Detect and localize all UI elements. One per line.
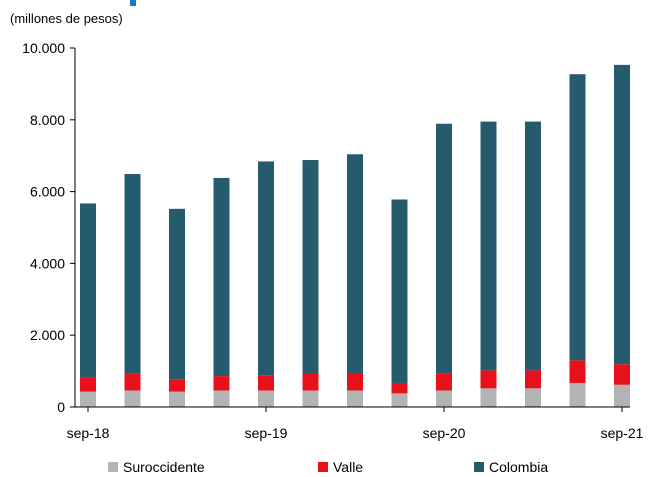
- bar-segment-valle: [525, 370, 541, 389]
- bar-segment-valle: [80, 377, 96, 392]
- bar-segment-suroccidente: [80, 391, 96, 407]
- y-tick-label: 2.000: [30, 327, 65, 343]
- legend-swatch-suroccidente: [108, 462, 118, 472]
- legend-label-colombia: Colombia: [489, 459, 548, 475]
- bars: [80, 64, 630, 407]
- y-tick-label: 8.000: [30, 112, 65, 128]
- bar-segment-colombia: [347, 154, 363, 374]
- bar-segment-colombia: [124, 174, 141, 374]
- title-fragment: [130, 0, 136, 6]
- legend-label-suroccidente: Suroccidente: [123, 459, 205, 475]
- bar-segment-valle: [124, 373, 141, 391]
- bar-segment-valle: [436, 373, 452, 391]
- x-tick-label: sep-20: [423, 425, 466, 441]
- bar-segment-valle: [347, 373, 363, 391]
- bar-segment-colombia: [391, 199, 408, 383]
- x-tick-label: sep-21: [601, 425, 644, 441]
- bar-segment-suroccidente: [480, 388, 497, 407]
- bar-segment-valle: [391, 382, 408, 394]
- y-tick-label: 4.000: [30, 255, 65, 271]
- bar-segment-suroccidente: [169, 391, 185, 407]
- bar-segment-valle: [480, 370, 497, 389]
- x-tick-label: sep-19: [245, 425, 288, 441]
- bar-segment-suroccidente: [436, 390, 452, 407]
- bar-segment-suroccidente: [302, 390, 319, 407]
- bar-segment-colombia: [525, 121, 541, 371]
- bar-segment-valle: [258, 375, 274, 391]
- bar-segment-colombia: [436, 123, 452, 374]
- bar-segment-colombia: [302, 160, 319, 374]
- bar-segment-colombia: [258, 161, 274, 376]
- bar-segment-valle: [213, 376, 230, 391]
- bar-segment-colombia: [169, 208, 185, 380]
- bar-segment-valle: [302, 373, 319, 391]
- bar-segment-colombia: [569, 74, 586, 361]
- bar-segment-suroccidente: [391, 393, 408, 407]
- bar-segment-colombia: [614, 64, 630, 365]
- bar-segment-suroccidente: [614, 384, 630, 407]
- unit-label: (millones de pesos): [10, 11, 123, 26]
- y-tick-label: 10.000: [22, 40, 65, 56]
- bar-segment-suroccidente: [347, 390, 363, 407]
- legend-label-valle: Valle: [333, 459, 363, 475]
- bar-segment-suroccidente: [213, 390, 230, 407]
- bar-segment-suroccidente: [258, 390, 274, 407]
- bar-segment-suroccidente: [525, 388, 541, 407]
- bar-segment-valle: [169, 379, 185, 392]
- bar-segment-valle: [614, 364, 630, 385]
- legend: Suroccidente Valle Colombia: [108, 459, 548, 475]
- y-tick-label: 0: [57, 399, 65, 415]
- bar-segment-suroccidente: [124, 390, 141, 407]
- x-tick-label: sep-18: [67, 425, 110, 441]
- bar-segment-colombia: [80, 203, 96, 378]
- legend-swatch-valle: [318, 462, 328, 472]
- legend-swatch-colombia: [474, 462, 484, 472]
- bar-segment-valle: [569, 360, 586, 383]
- y-axis: 0 2.000 4.000 6.000 8.000 10.000: [22, 40, 76, 415]
- bar-segment-suroccidente: [569, 382, 586, 407]
- bar-segment-colombia: [213, 177, 230, 377]
- bar-segment-colombia: [480, 121, 497, 371]
- x-axis: sep-18 sep-19 sep-20 sep-21: [67, 406, 644, 441]
- y-tick-label: 6.000: [30, 184, 65, 200]
